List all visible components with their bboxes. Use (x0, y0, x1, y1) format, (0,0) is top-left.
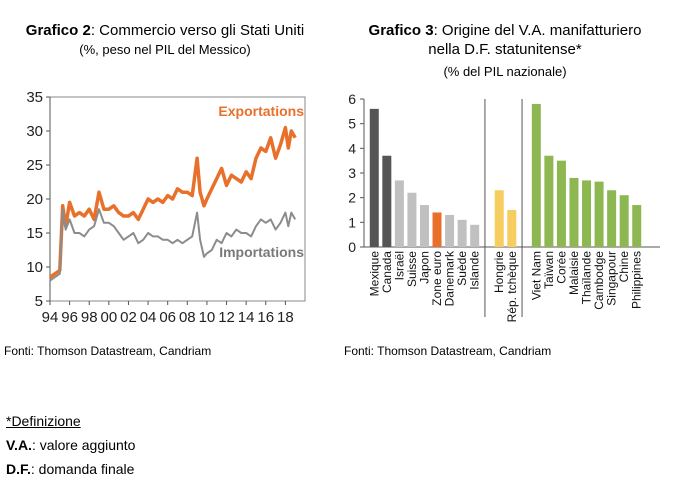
bar (382, 155, 392, 247)
bar (432, 212, 442, 247)
y-tick-label: 5 (348, 116, 356, 132)
right-chart-title-rest: : Origine del V.A. manifatturiero (433, 22, 642, 39)
y-tick-label: 0 (348, 239, 356, 255)
y-tick-label: 30 (26, 123, 43, 140)
bar (619, 195, 629, 247)
bar (556, 160, 566, 247)
y-tick-label: 6 (348, 91, 356, 107)
category-label: Japon (417, 251, 431, 284)
bar (569, 177, 579, 247)
bar (507, 210, 517, 247)
x-tick-label: 02 (120, 309, 137, 326)
y-tick-label: 35 (26, 89, 43, 106)
bar (445, 214, 455, 247)
plot-frame (49, 96, 306, 302)
left-chart-title: Grafico 2: Commercio verso gli Stati Uni… (0, 21, 330, 40)
right-chart-title-bold: Grafico 3 (368, 22, 434, 39)
category-label: Suède (455, 251, 469, 286)
category-label: Thaïlande (580, 251, 594, 305)
bar-chart: 0 1 2 3 4 5 6 MexiqueCanadaIsraëlSuisseJaponZon… (348, 91, 660, 323)
category-label: Zone euro (430, 251, 444, 306)
y-tick-label: 10 (26, 259, 43, 276)
category-label: Israël (392, 251, 406, 280)
bar (394, 180, 404, 247)
x-tick-label: 14 (238, 309, 255, 326)
series-line-exportations (49, 125, 297, 279)
left-chart-title-bold: Grafico 2 (25, 22, 91, 39)
category-label: Corée (554, 251, 568, 284)
bar (494, 190, 504, 247)
bar (607, 190, 617, 247)
bar (544, 155, 554, 247)
definition-df-term: D.F. (6, 461, 31, 477)
y-tick-label: 4 (348, 140, 356, 156)
left-chart-title-rest: : Commercio verso gli Stati Uniti (90, 22, 305, 39)
right-chart-title-line2: nella D.F. statunitense* (428, 41, 582, 58)
definitions-heading: *Definizione (6, 413, 81, 429)
y-tick-label: 20 (26, 191, 43, 208)
right-chart-title: Grafico 3: Origine del V.A. manifatturie… (340, 21, 670, 59)
right-chart-subtitle: (% del PIL nazionale) (443, 64, 567, 79)
bar (369, 108, 379, 247)
x-tick-label: 04 (140, 309, 157, 326)
bar (419, 205, 429, 247)
y-tick-label: 2 (348, 190, 356, 206)
bar (632, 205, 642, 247)
category-label: Mexique (367, 251, 381, 297)
y-tick-label: 5 (35, 293, 43, 310)
x-tick-label: 16 (257, 309, 274, 326)
x-tick-label: 08 (179, 309, 196, 326)
series-label-importations: Importations (219, 244, 304, 260)
category-label: Cambodge (592, 251, 606, 310)
y-tick-label: 1 (348, 214, 356, 230)
category-label: Malaisie (567, 251, 581, 295)
series-line-importations (49, 208, 297, 282)
category-label: Suisse (405, 251, 419, 287)
definition-df: D.F.: domanda finale (6, 461, 134, 477)
category-label: Philippines (630, 251, 644, 309)
right-chart-source: Fonti: Thomson Datastream, Candriam (344, 344, 552, 358)
bar (457, 219, 467, 247)
x-tick-label: 18 (277, 309, 294, 326)
series-label-exportations: Exportations (218, 103, 304, 119)
y-tick-label: 25 (26, 157, 43, 174)
x-tick-label: 06 (159, 309, 176, 326)
category-label: Islande (468, 251, 482, 290)
definition-va-term: V.A. (6, 437, 32, 453)
definition-va: V.A.: valore aggiunto (6, 437, 135, 453)
category-label: Chine (617, 251, 631, 283)
category-label: Taïwan (542, 251, 556, 289)
y-tick-label: 3 (348, 165, 356, 181)
bar (470, 224, 480, 247)
category-label: Hongrie (492, 251, 506, 293)
bar (407, 192, 417, 247)
left-chart-subtitle: (%, peso nel PIL del Messico) (79, 42, 251, 57)
category-label: Singapour (605, 251, 619, 306)
category-label: Canada (380, 251, 394, 293)
bar (594, 181, 604, 247)
definition-va-text: : valore aggiunto (31, 437, 136, 453)
x-tick-label: 00 (101, 309, 118, 326)
category-label: Danemark (443, 250, 457, 306)
x-tick-label: 94 (42, 309, 59, 326)
definition-df-text: : domanda finale (30, 461, 135, 477)
bar (531, 103, 541, 247)
category-label: Rép. tchèque (505, 251, 519, 323)
x-tick-label: 96 (61, 309, 78, 326)
x-tick-label: 12 (218, 309, 235, 326)
x-tick-label: 98 (81, 309, 98, 326)
y-tick-label: 15 (26, 225, 43, 242)
x-tick-label: 10 (199, 309, 216, 326)
category-label: Viet Nam (529, 251, 543, 300)
left-chart-source: Fonti: Thomson Datastream, Candriam (4, 344, 212, 358)
bar (582, 180, 592, 247)
